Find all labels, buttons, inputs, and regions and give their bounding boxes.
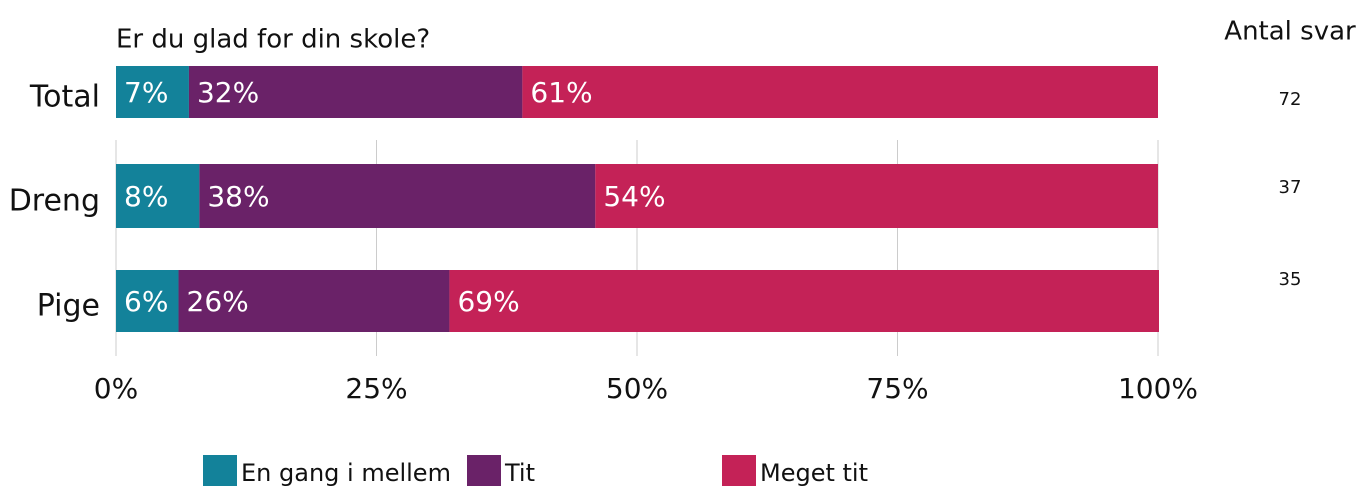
value-label: 54%: [603, 180, 665, 213]
bar-segment: [178, 270, 450, 332]
value-label: 8%: [124, 180, 168, 213]
legend-swatch: [467, 455, 501, 486]
chart-title: Er du glad for din skole?: [116, 25, 430, 55]
x-tick-label: 25%: [345, 372, 407, 405]
y-tick-label: Total: [29, 80, 100, 115]
count-label: 37: [1279, 177, 1302, 198]
value-label: 32%: [197, 76, 259, 109]
legend-label: Tit: [504, 459, 535, 486]
value-label: 26%: [187, 285, 249, 318]
value-label: 6%: [124, 285, 168, 318]
count-label: 35: [1279, 269, 1302, 290]
bar-segment: [522, 66, 1158, 118]
x-tick-label: 100%: [1118, 372, 1198, 405]
x-tick-label: 50%: [606, 372, 668, 405]
value-label: 7%: [124, 76, 168, 109]
labels: 0% 25% 50% 75% 100% Total 72 7% 32% 61% Dreng 37 8% 3…: [9, 76, 1302, 486]
bar-segment: [116, 270, 179, 332]
bar-segment: [116, 164, 200, 228]
legend-swatch: [203, 455, 237, 486]
value-label: 61%: [530, 76, 592, 109]
bar-segment: [449, 270, 1159, 332]
bar-segment: [188, 66, 523, 118]
counts-title: Antal svar: [1224, 17, 1356, 47]
y-tick-label: Pige: [37, 289, 100, 324]
x-tick-label: 0%: [94, 372, 138, 405]
value-label: 69%: [457, 285, 519, 318]
legend-swatch: [722, 455, 756, 486]
bar-segment: [116, 66, 189, 118]
bar-segment: [199, 164, 596, 228]
count-label: 72: [1279, 89, 1302, 110]
legend-label: Meget tit: [760, 459, 868, 486]
y-tick-label: Dreng: [9, 184, 100, 219]
value-label: 38%: [207, 180, 269, 213]
x-tick-label: 75%: [866, 372, 928, 405]
legend-label: En gang i mellem: [241, 459, 451, 486]
bar-segment: [595, 164, 1158, 228]
bars: [116, 66, 1159, 332]
